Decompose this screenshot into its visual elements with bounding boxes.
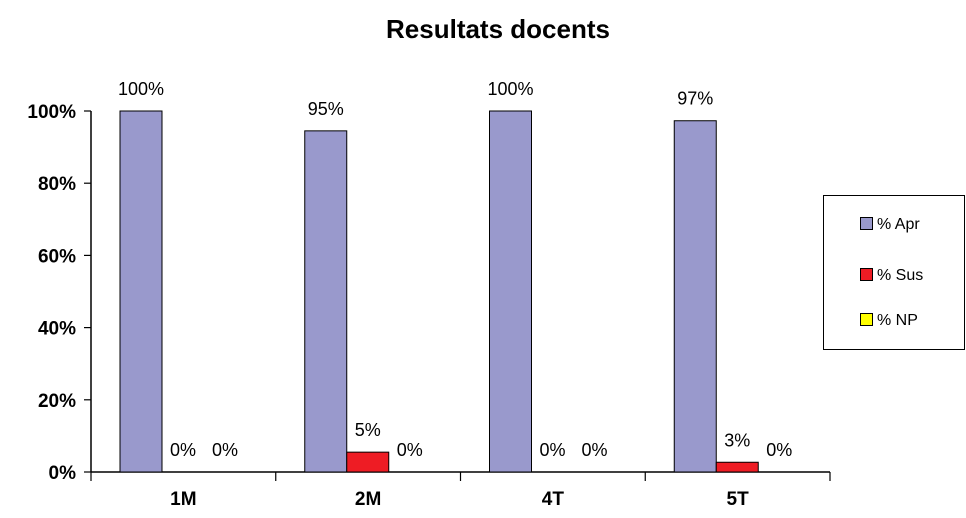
data-label: 0%: [170, 440, 196, 460]
legend-item-apr: % Apr: [860, 216, 920, 234]
legend-swatch-apr: [860, 217, 873, 230]
legend-label-sus: % Sus: [877, 267, 924, 284]
data-label: 0%: [212, 440, 238, 460]
x-tick-label: 1M: [170, 489, 196, 510]
y-tick-label: 60%: [38, 246, 76, 267]
legend-label-np: % NP: [877, 312, 918, 329]
y-tick-label: 20%: [38, 391, 76, 412]
data-label: 0%: [539, 440, 565, 460]
bar-apr: [489, 110, 532, 473]
bar-apr: [673, 120, 717, 473]
x-tick-label: 2M: [355, 489, 381, 510]
data-label: 5%: [355, 420, 381, 440]
data-label: 0%: [581, 440, 607, 460]
data-label: 100%: [118, 79, 164, 99]
bar-sus: [346, 451, 390, 473]
legend-item-np: % NP: [860, 312, 918, 330]
data-label: 95%: [308, 99, 344, 119]
chart-title: Resultats docents: [386, 14, 610, 44]
y-tick-label: 100%: [27, 102, 76, 123]
y-tick-label: 40%: [38, 319, 76, 340]
data-label: 97%: [677, 89, 713, 109]
bar-apr: [304, 130, 348, 473]
chart-legend: % Apr % Sus % NP: [823, 195, 965, 350]
x-tick-label: 5T: [727, 489, 750, 510]
legend-swatch-sus: [860, 268, 873, 281]
bar-sus: [715, 461, 759, 473]
legend-swatch-np: [860, 313, 873, 326]
bar-apr: [119, 110, 163, 473]
data-label: 0%: [397, 440, 423, 460]
data-label: 100%: [487, 79, 533, 99]
y-tick-label: 0%: [49, 463, 77, 484]
legend-label-apr: % Apr: [877, 216, 920, 233]
data-label: 0%: [766, 440, 792, 460]
y-tick-label: 80%: [38, 174, 76, 195]
x-tick-label: 4T: [542, 489, 565, 510]
legend-item-sus: % Sus: [860, 267, 923, 285]
data-label: 3%: [724, 430, 750, 450]
